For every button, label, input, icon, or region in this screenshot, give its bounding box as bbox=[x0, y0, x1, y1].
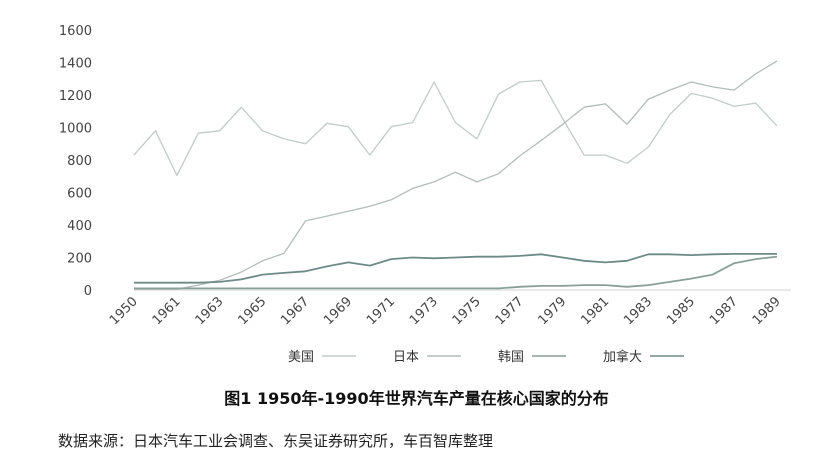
x-tick-label: 1975 bbox=[450, 294, 484, 328]
x-tick-label: 1985 bbox=[664, 294, 698, 328]
x-tick-label: 1969 bbox=[321, 294, 355, 328]
y-tick-label: 1400 bbox=[59, 57, 92, 72]
x-tick-label: 1983 bbox=[621, 294, 655, 328]
x-tick-label: 1989 bbox=[750, 294, 784, 328]
x-axis-ticks: 1950 1961 1963 1965 1967 1969 1971 1973 1975 1977… bbox=[107, 294, 784, 328]
legend-label: 加拿大 bbox=[603, 349, 642, 365]
legend-label: 日本 bbox=[393, 350, 419, 365]
source-note: 数据来源：日本汽车工业会调查、东吴证券研究所，车百智库整理 bbox=[58, 432, 494, 450]
x-tick-label: 1979 bbox=[535, 294, 569, 328]
legend: 美国 日本 韩国 加拿大 bbox=[288, 349, 684, 365]
y-tick-label: 0 bbox=[84, 284, 92, 299]
x-tick-label: 1965 bbox=[235, 294, 269, 328]
x-tick-label: 1967 bbox=[278, 294, 312, 328]
x-tick-label: 1961 bbox=[150, 294, 184, 328]
y-axis-ticks: 0 200 400 600 800 1000 1200 1400 1600 bbox=[59, 24, 92, 299]
x-tick-label: 1987 bbox=[707, 294, 741, 328]
legend-label: 韩国 bbox=[498, 350, 524, 365]
x-tick-label: 1963 bbox=[193, 294, 227, 328]
x-tick-label: 1977 bbox=[493, 294, 527, 328]
y-tick-label: 200 bbox=[67, 252, 92, 267]
y-tick-label: 1000 bbox=[59, 122, 92, 137]
x-tick-label: 1950 bbox=[107, 294, 141, 328]
y-tick-label: 1600 bbox=[59, 24, 92, 39]
series-line-3 bbox=[134, 252, 777, 284]
series-line-1 bbox=[134, 60, 778, 290]
series-lines bbox=[133, 60, 778, 290]
x-tick-label: 1971 bbox=[364, 294, 398, 328]
x-tick-label: 1973 bbox=[407, 294, 441, 328]
x-tick-label: 1981 bbox=[578, 294, 612, 328]
chart-title: 图1 1950年-1990年世界汽车产量在核心国家的分布 bbox=[224, 389, 609, 408]
series-line-2 bbox=[134, 255, 778, 290]
y-tick-label: 800 bbox=[67, 154, 92, 169]
y-tick-label: 400 bbox=[67, 219, 92, 234]
y-tick-label: 1200 bbox=[59, 89, 92, 104]
y-tick-label: 600 bbox=[67, 187, 92, 202]
legend-label: 美国 bbox=[288, 350, 314, 365]
series-line-0 bbox=[133, 79, 778, 177]
